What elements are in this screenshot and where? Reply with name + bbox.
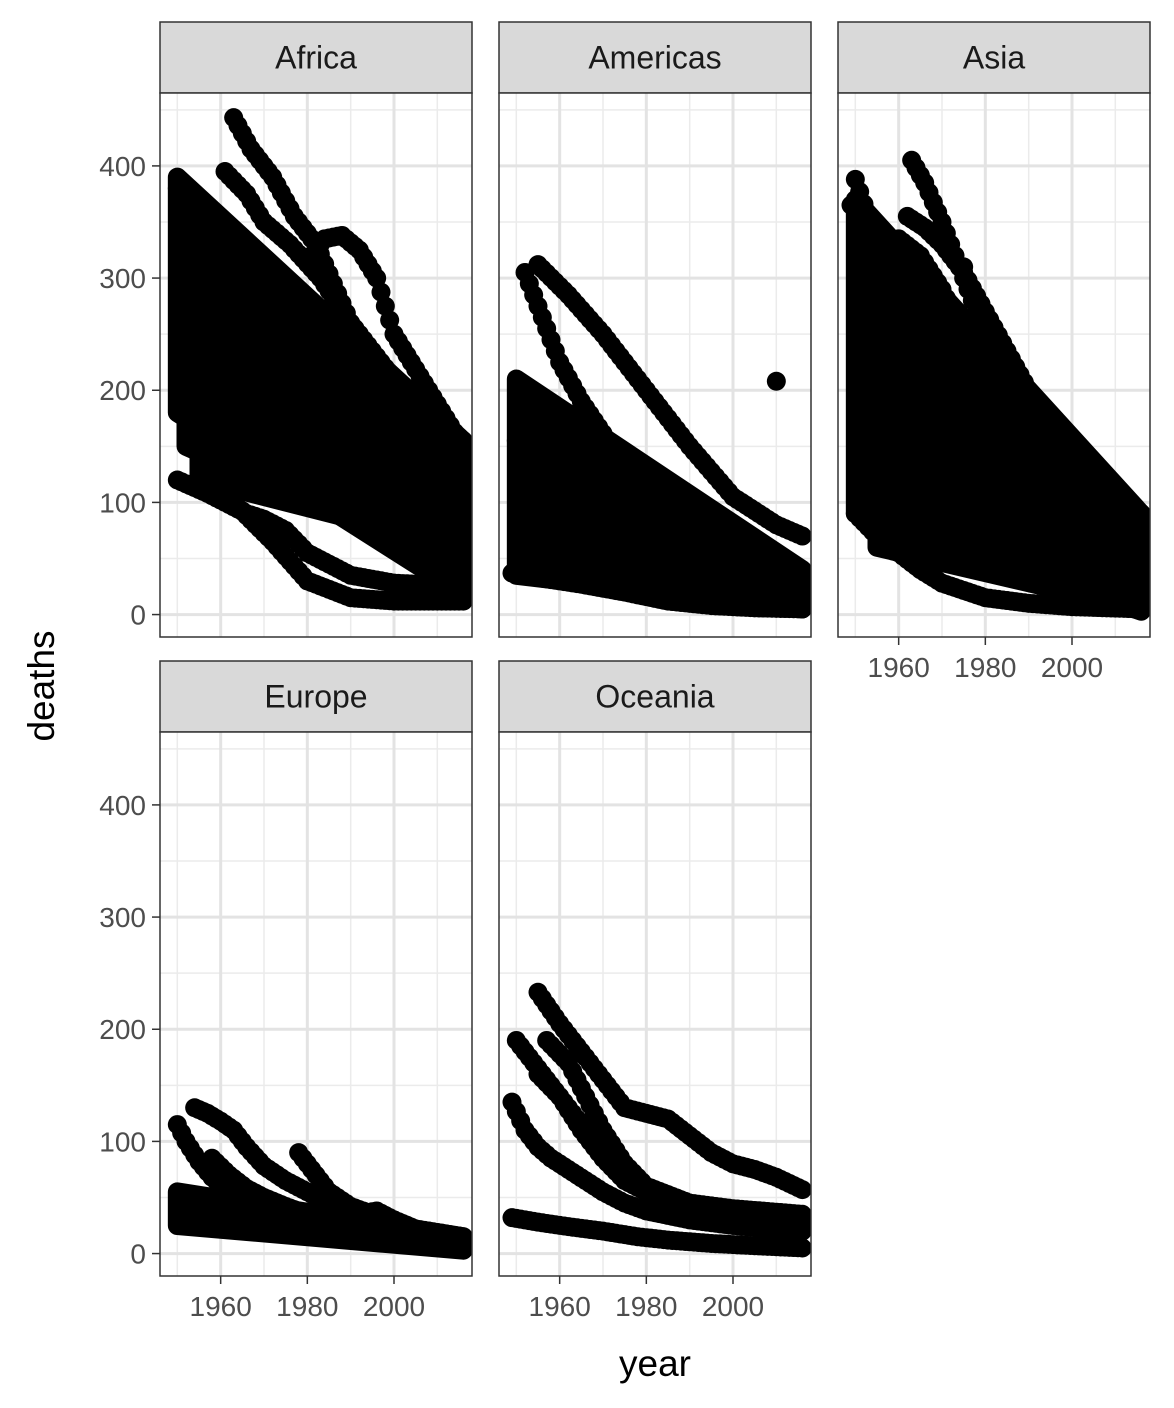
panel-border bbox=[837, 92, 1151, 638]
y-tick-label: 400 bbox=[99, 151, 146, 182]
facet-panel-americas: Americas bbox=[498, 21, 812, 638]
data-point bbox=[954, 257, 974, 277]
country-trajectory bbox=[528, 255, 811, 546]
data-point bbox=[766, 371, 786, 391]
facet-panel-europe: Europe 0 100 200 300 400 1960 1980 2000 bbox=[99, 660, 473, 1322]
y-tick-label: 100 bbox=[99, 487, 146, 518]
y-tick-label: 200 bbox=[99, 1014, 146, 1045]
data-points bbox=[502, 982, 811, 1258]
data-points bbox=[167, 108, 472, 611]
data-points bbox=[167, 1098, 472, 1260]
data-point bbox=[1131, 599, 1150, 619]
facet-strip-label: Asia bbox=[963, 40, 1025, 76]
y-tick-label: 400 bbox=[99, 790, 146, 821]
x-tick-label: 1980 bbox=[615, 1291, 677, 1322]
data-point bbox=[792, 1180, 811, 1200]
x-axis-title: year bbox=[619, 1343, 691, 1384]
panel-border bbox=[498, 731, 812, 1277]
facet-strip bbox=[837, 21, 1151, 94]
y-tick-label: 100 bbox=[99, 1126, 146, 1157]
data-point bbox=[792, 588, 811, 608]
country-trajectory bbox=[528, 982, 811, 1200]
country-trajectory bbox=[502, 1208, 811, 1258]
x-tick-label: 2000 bbox=[702, 1291, 764, 1322]
panel-border bbox=[159, 92, 473, 638]
data-point bbox=[453, 577, 472, 597]
x-tick-label: 1960 bbox=[190, 1291, 252, 1322]
data-point bbox=[453, 591, 472, 611]
facet-panel-africa: Africa 0 100 200 300 400 bbox=[99, 21, 473, 638]
data-point bbox=[453, 515, 472, 535]
data-point bbox=[453, 1232, 472, 1252]
data-point bbox=[792, 1238, 811, 1258]
data-point bbox=[792, 526, 811, 546]
facet-strip-label: Europe bbox=[264, 679, 367, 715]
x-tick-label: 1980 bbox=[954, 652, 1016, 683]
country-trajectory bbox=[537, 1030, 811, 1224]
x-tick-label: 2000 bbox=[1041, 652, 1103, 683]
x-tick-label: 1960 bbox=[868, 652, 930, 683]
data-point bbox=[453, 436, 472, 456]
data-point bbox=[1131, 543, 1150, 563]
facet-strip-label: Americas bbox=[588, 40, 721, 76]
facet-strip bbox=[498, 21, 812, 94]
country-trajectory bbox=[189, 201, 472, 535]
facet-strip-label: Oceania bbox=[595, 679, 714, 715]
country-trajectory bbox=[897, 206, 1150, 524]
country-trajectory bbox=[867, 229, 1150, 563]
data-points bbox=[502, 255, 811, 619]
x-tick-label: 1960 bbox=[529, 1291, 591, 1322]
data-point bbox=[792, 1204, 811, 1224]
y-tick-label: 300 bbox=[99, 902, 146, 933]
data-point bbox=[1131, 504, 1150, 524]
facet-strip bbox=[159, 21, 473, 94]
x-tick-label: 1980 bbox=[276, 1291, 338, 1322]
panel-border bbox=[498, 92, 812, 638]
country-trajectory bbox=[189, 453, 472, 597]
data-point bbox=[841, 195, 861, 215]
x-tick-label: 2000 bbox=[363, 1291, 425, 1322]
country-trajectory bbox=[215, 162, 472, 456]
y-tick-label: 0 bbox=[130, 600, 146, 631]
facet-strip-label: Africa bbox=[275, 40, 357, 76]
facet-strip bbox=[159, 660, 473, 733]
y-axis-title: deaths bbox=[21, 630, 62, 741]
y-tick-label: 0 bbox=[130, 1239, 146, 1270]
data-points bbox=[841, 150, 1150, 621]
facet-panel-oceania: Oceania 1960 1980 2000 bbox=[498, 660, 812, 1322]
panel-border bbox=[159, 731, 473, 1277]
country-trajectory bbox=[341, 1201, 472, 1252]
country-trajectory bbox=[845, 504, 1150, 619]
y-tick-label: 300 bbox=[99, 263, 146, 294]
country-trajectory bbox=[515, 425, 811, 608]
facet-panel-asia: Asia 1960 1980 2000 bbox=[837, 21, 1151, 683]
y-tick-label: 200 bbox=[99, 375, 146, 406]
